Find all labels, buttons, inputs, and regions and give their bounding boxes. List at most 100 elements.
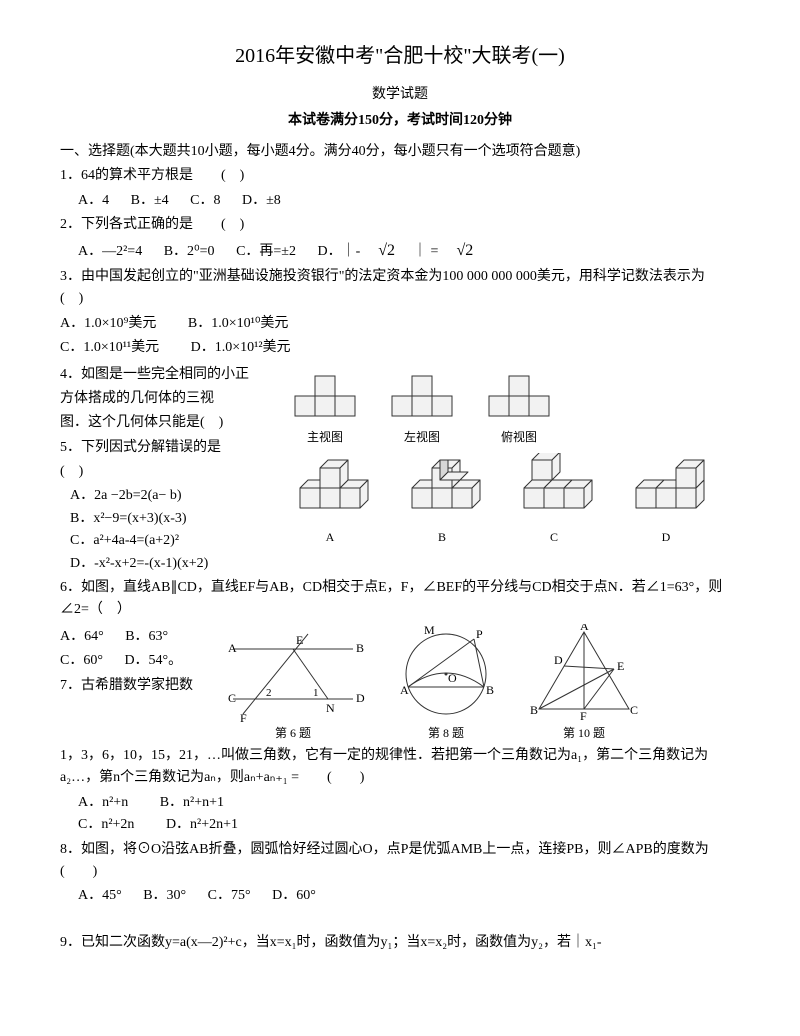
svg-text:B: B [486, 683, 494, 697]
q3-opt-b: B．1.0×10¹⁰美元 [188, 316, 289, 331]
q4-opt-c-label: C [504, 528, 604, 547]
q6-opt-a: A．64° [60, 629, 104, 644]
cube-a-svg [280, 453, 380, 528]
svg-text:A: A [228, 641, 237, 655]
q3-opt-c: C．1.0×10¹¹美元 [60, 340, 159, 355]
svg-text:M: M [424, 624, 435, 637]
q1-opt-a: A．4 [78, 193, 109, 208]
q7-opt-b: B．n²+n+1 [160, 795, 224, 810]
exam-rules: 本试卷满分150分，考试时间120分钟 [60, 110, 740, 132]
cube-b-svg [392, 453, 492, 528]
q1-opt-d: D．±8 [242, 193, 281, 208]
question-7: 7．古希腊数学家把数 [60, 675, 210, 697]
question-5a: 5．下列因式分解错误的是 [60, 437, 270, 459]
svg-text:E: E [296, 633, 303, 647]
question-3: 3．由中国发起创立的"亚洲基础设施投资银行"的法定资本金为100 000 000… [60, 266, 740, 311]
top-view-svg [474, 368, 564, 428]
svg-text:O: O [448, 671, 457, 685]
q6-figure: A B C D E F N 2 1 第 6 题 [218, 624, 368, 743]
svg-text:E: E [617, 659, 624, 673]
q2-opt-a: A．—2²=4 [78, 244, 142, 259]
question-3-options-row1: A．1.0×10⁹美元 B．1.0×10¹⁰美元 [60, 313, 740, 335]
q6-opt-b: B．63° [125, 629, 168, 644]
question-4c: 图．这个几何体只能是( ) [60, 412, 270, 434]
question-4a: 4．如图是一些完全相同的小正 [60, 364, 270, 386]
q6-opt-d: D．54°。 [124, 653, 182, 668]
svg-text:A: A [400, 683, 409, 697]
q2-opt-b: B．2⁰=0 [164, 244, 215, 259]
q4-opt-d-figure: D [616, 453, 716, 547]
q4-opt-d-label: D [616, 528, 716, 547]
q8-opt-d: D．60° [272, 888, 316, 903]
q8-opt-a: A．45° [78, 888, 122, 903]
question-1-options: A．4 B．±4 C．8 D．±8 [78, 190, 740, 212]
top-view-figure: 俯视图 [474, 368, 564, 447]
svg-text:F: F [580, 709, 587, 723]
front-view-svg [280, 368, 370, 428]
q10-fig-label: 第 10 题 [524, 724, 644, 743]
question-2-options: A．—2²=4 B．2⁰=0 C．再=±2 D．｜-√2｜ =√2 [78, 238, 740, 264]
q6-opts-row2: C．60° D．54°。 [60, 650, 210, 672]
question-8-options: A．45° B．30° C．75° D．60° [78, 885, 740, 907]
svg-text:D: D [356, 691, 365, 705]
question-1: 1．64的算术平方根是 ( ) [60, 165, 740, 187]
question-7-cont: 1，3，6，10，15，21，…叫做三角数，它有一定的规律性．若把第一个三角数记… [60, 745, 740, 790]
q10-figure: A B C D E F 第 10 题 [524, 624, 644, 743]
q4-opt-c-figure: C [504, 453, 604, 547]
cube-d-svg [616, 453, 716, 528]
q7-opt-c: C．n²+2n [78, 817, 134, 832]
section-1-heading: 一、选择题(本大题共10小题，每小题4分。满分40分，每小题只有一个选项符合题意… [60, 141, 740, 163]
svg-text:N: N [326, 701, 335, 715]
q8-opt-c: C．75° [208, 888, 251, 903]
front-view-label: 主视图 [280, 428, 370, 447]
q8-fig-label: 第 8 题 [376, 724, 516, 743]
svg-text:C: C [228, 691, 236, 705]
svg-text:A: A [580, 624, 589, 633]
q6-svg: A B C D E F N 2 1 [218, 624, 368, 724]
svg-text:P: P [476, 627, 483, 641]
question-6: 6．如图，直线AB∥CD，直线EF与AB，CD相交于点E，F，∠BEF的平分线与… [60, 577, 740, 622]
q1-opt-b: B．±4 [131, 193, 169, 208]
question-5-options: A．2a −2b=2(a− b) B．x²−9=(x+3)(x-3) C．a²+… [70, 485, 270, 575]
svg-text:B: B [530, 703, 538, 717]
q10-svg: A B C D E F [524, 624, 644, 724]
top-view-label: 俯视图 [474, 428, 564, 447]
q5-opt-a: A．2a −2b=2(a− b) [70, 485, 270, 507]
cube-c-svg [504, 453, 604, 528]
q6-opts-row1: A．64° B．63° [60, 626, 210, 648]
svg-text:D: D [554, 653, 563, 667]
left-view-label: 左视图 [382, 428, 462, 447]
q8-svg: M P A B O [376, 624, 516, 724]
question-9: 9．已知二次函数y=a(x—2)²+c，当x=x₁时，函数值为y₁；当x=x₂时… [60, 932, 740, 954]
question-7-options-2: C．n²+2n D．n²+2n+1 [78, 814, 740, 836]
q7-opt-a: A．n²+n [78, 795, 128, 810]
q4-opt-a-label: A [280, 528, 380, 547]
q4-opt-a-figure: A [280, 453, 380, 547]
question-5b: ( ) [60, 461, 270, 483]
q6-fig-label: 第 6 题 [218, 724, 368, 743]
question-4b: 方体搭成的几何体的三视 [60, 388, 270, 410]
exam-title: 2016年安徽中考"合肥十校"大联考(一) [60, 40, 740, 72]
svg-text:1: 1 [313, 687, 319, 699]
question-2: 2．下列各式正确的是 ( ) [60, 214, 740, 236]
q4-opt-b-figure: B [392, 453, 492, 547]
q7-opt-d: D．n²+2n+1 [166, 817, 238, 832]
front-view-figure: 主视图 [280, 368, 370, 447]
left-view-svg [382, 368, 462, 428]
q8-opt-b: B．30° [143, 888, 186, 903]
question-7-options: A．n²+n B．n²+n+1 [78, 792, 740, 814]
q4-opt-b-label: B [392, 528, 492, 547]
q5-opt-d: D．-x²-x+2=-(x-1)(x+2) [70, 553, 270, 575]
svg-text:2: 2 [266, 687, 272, 699]
svg-text:C: C [630, 703, 638, 717]
q5-opt-b: B．x²−9=(x+3)(x-3) [70, 508, 270, 530]
svg-text:F: F [240, 711, 247, 724]
q5-opt-c: C．a²+4a-4=(a+2)² [70, 530, 270, 552]
q2-opt-c: C．再=±2 [236, 244, 296, 259]
q4-three-views: 主视图 左视图 俯视图 [280, 368, 740, 447]
q3-opt-a: A．1.0×10⁹美元 [60, 316, 156, 331]
svg-text:B: B [356, 641, 364, 655]
q8-figure: M P A B O 第 8 题 [376, 624, 516, 743]
question-8: 8．如图，将⊙O沿弦AB折叠，圆弧恰好经过圆心O，点P是优弧AMB上一点，连接P… [60, 839, 740, 884]
question-3-options-row2: C．1.0×10¹¹美元 D．1.0×10¹²美元 [60, 337, 740, 359]
